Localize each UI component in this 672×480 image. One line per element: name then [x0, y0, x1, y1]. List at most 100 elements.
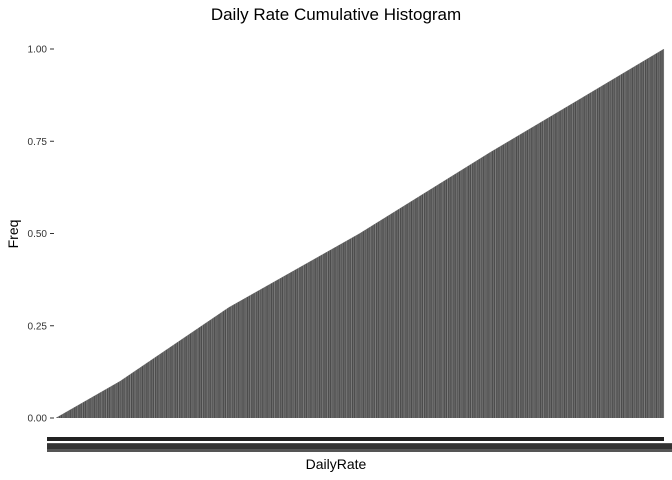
bar	[497, 147, 499, 418]
bar	[118, 381, 120, 418]
bar	[436, 185, 438, 418]
bar	[561, 109, 562, 418]
bar	[388, 215, 390, 418]
bar	[433, 187, 435, 418]
bar	[657, 52, 659, 418]
bar	[148, 361, 150, 418]
bar	[658, 51, 660, 419]
bar	[471, 163, 472, 418]
bar	[633, 66, 635, 418]
bar	[215, 315, 217, 418]
bar	[631, 67, 633, 418]
bar	[275, 280, 277, 418]
bar	[217, 314, 219, 418]
bar	[339, 244, 341, 418]
bar	[401, 206, 403, 418]
bar	[105, 389, 107, 418]
bar	[122, 379, 124, 418]
bar	[414, 199, 415, 418]
bar	[198, 327, 200, 418]
bar	[91, 397, 93, 418]
bar	[472, 162, 474, 418]
bar	[166, 349, 168, 418]
bar	[593, 90, 595, 419]
bar	[486, 154, 488, 419]
bar	[219, 313, 221, 418]
bar	[231, 305, 233, 418]
bar	[211, 319, 212, 418]
bar	[539, 122, 540, 418]
bar	[461, 169, 463, 418]
bar	[117, 382, 119, 418]
bar	[68, 410, 70, 418]
bar	[136, 369, 138, 418]
bar	[635, 65, 637, 419]
bar	[157, 355, 159, 418]
bar	[365, 229, 367, 418]
y-tick-label: 0.25	[28, 321, 48, 332]
bar	[632, 67, 634, 419]
bar	[491, 151, 492, 418]
bar	[470, 164, 472, 418]
bar	[58, 416, 59, 418]
bar	[518, 135, 520, 419]
bar	[224, 309, 226, 418]
bar	[554, 114, 555, 418]
bar	[511, 139, 513, 418]
bar	[325, 252, 326, 418]
bar	[620, 74, 622, 418]
bar	[357, 234, 359, 418]
bar	[102, 390, 104, 418]
bar	[139, 368, 140, 418]
bar	[235, 303, 236, 418]
x-tick-label-mass-3	[47, 444, 672, 449]
bar	[548, 117, 549, 419]
bar	[211, 318, 213, 418]
y-tick-label: 1.00	[28, 45, 48, 56]
bar	[629, 69, 631, 418]
bar	[312, 259, 314, 418]
bar	[136, 369, 138, 418]
bar	[355, 235, 357, 418]
bar	[185, 336, 186, 418]
bar	[95, 395, 96, 418]
bar	[396, 210, 398, 418]
bar	[639, 63, 641, 418]
bar	[634, 66, 636, 419]
bar	[519, 134, 520, 418]
bar	[479, 158, 481, 418]
bar	[108, 387, 110, 418]
bar	[367, 228, 369, 418]
bar	[176, 342, 178, 418]
bar	[390, 214, 391, 418]
bar	[659, 51, 661, 419]
bar	[515, 137, 516, 419]
bar	[375, 223, 377, 418]
bar	[509, 140, 511, 418]
bar	[250, 295, 251, 418]
bar	[158, 354, 160, 418]
y-tick-label: 0.00	[28, 414, 48, 425]
bar	[487, 153, 489, 419]
bar	[193, 331, 194, 418]
bar	[442, 181, 444, 418]
bar	[89, 398, 91, 418]
bar	[533, 126, 535, 418]
bar	[591, 91, 593, 418]
bar	[626, 70, 628, 418]
bar	[641, 62, 643, 419]
bar	[332, 248, 334, 418]
bar	[362, 231, 364, 418]
bar	[266, 285, 268, 418]
bar	[598, 87, 600, 419]
bar	[647, 58, 649, 419]
bar	[642, 61, 643, 418]
bar	[554, 113, 556, 418]
bar	[338, 245, 339, 418]
bar	[397, 209, 399, 418]
bar	[493, 149, 495, 418]
bar	[587, 94, 589, 419]
bar	[348, 239, 350, 418]
bar	[303, 265, 304, 418]
bar	[165, 349, 167, 418]
